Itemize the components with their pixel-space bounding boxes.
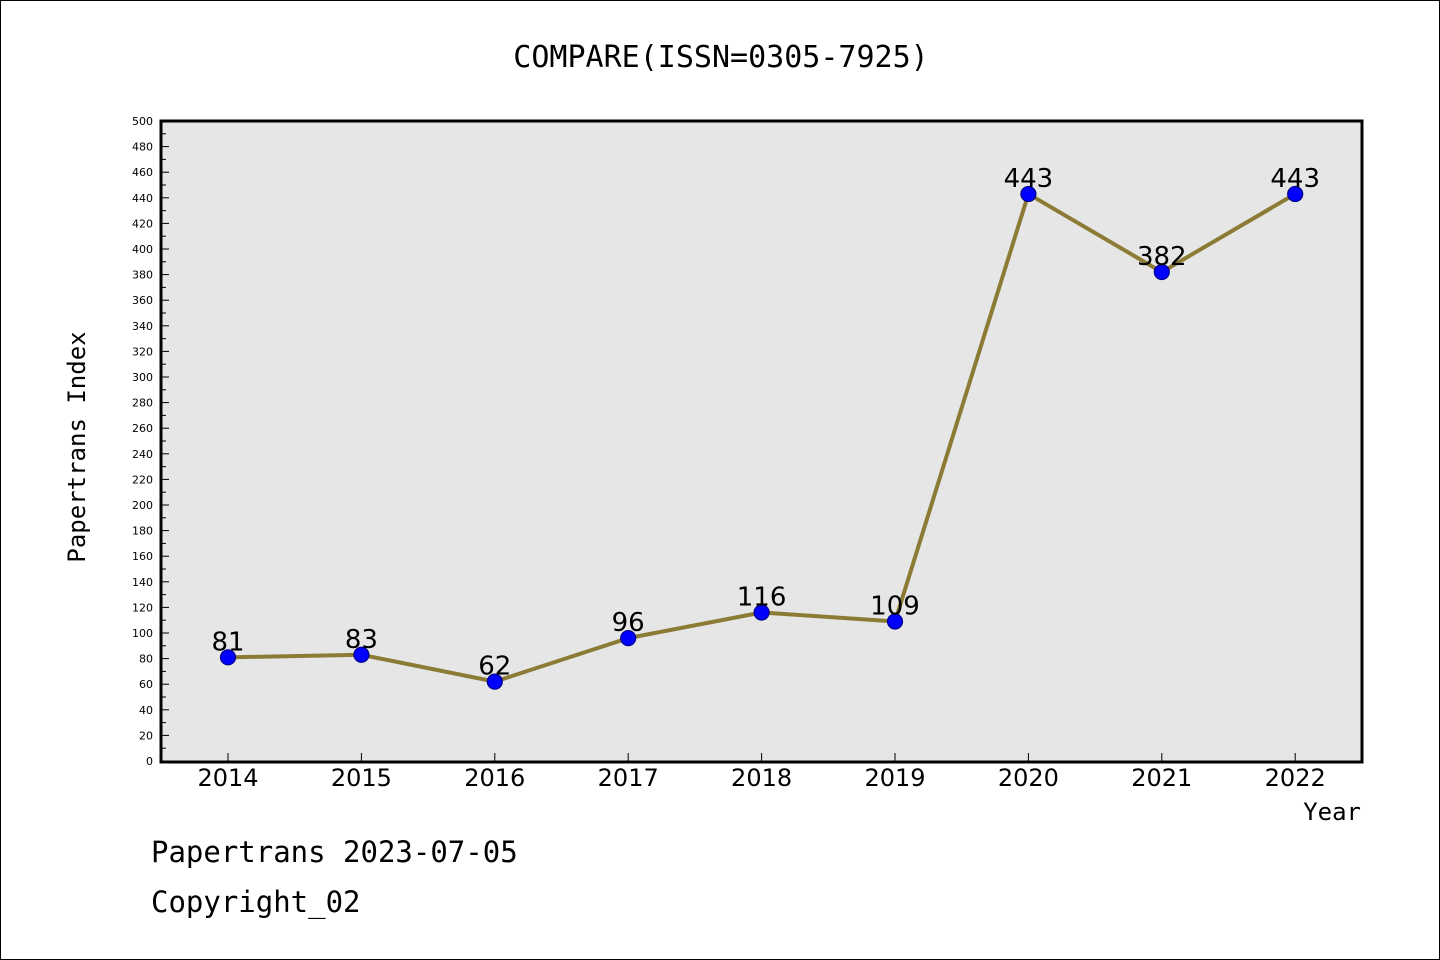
x-tick-label: 2018	[731, 764, 792, 792]
y-tick-label: 260	[132, 422, 153, 435]
y-tick-label: 320	[132, 345, 153, 358]
plot-area	[159, 119, 1364, 764]
data-point	[1153, 263, 1170, 281]
data-series	[219, 185, 1304, 690]
y-tick-label: 440	[132, 192, 153, 205]
x-tick-label: 2016	[464, 764, 525, 792]
data-point	[753, 604, 770, 621]
data-point	[353, 646, 370, 663]
y-tick-label: 360	[132, 294, 153, 307]
x-tick-label: 2021	[1131, 764, 1192, 792]
y-tick-label: 220	[132, 473, 153, 486]
y-tick-label: 0	[146, 755, 153, 768]
y-tick-label: 400	[132, 243, 153, 256]
x-axis: 2014 2015 2016 2017 2018 2019 2020 2021 2022	[197, 753, 1326, 792]
y-tick-label: 20	[139, 729, 153, 742]
y-tick-label: 500	[132, 115, 153, 128]
y-tick-label: 420	[132, 217, 153, 230]
chart-title: COMPARE(ISSN=0305-7925)	[513, 40, 928, 75]
y-tick-label: 80	[139, 653, 153, 666]
y-tick-label: 180	[132, 525, 153, 538]
data-point	[1020, 185, 1037, 203]
data-label: 443	[1004, 164, 1054, 194]
data-label: 81	[211, 627, 244, 657]
x-tick-label: 2019	[864, 764, 925, 792]
y-axis-title: Papertrans Index	[63, 331, 91, 562]
y-axis: 0 20 40 60 80 100 120 140 160 180 200 220 240 260 280 3…	[132, 115, 169, 768]
data-point	[486, 673, 503, 690]
y-tick-label: 100	[132, 627, 153, 640]
x-tick-label: 2020	[998, 764, 1059, 792]
data-label: 382	[1137, 242, 1187, 272]
data-label: 83	[345, 625, 378, 655]
y-tick-label: 200	[132, 499, 153, 512]
y-tick-label: 240	[132, 448, 153, 461]
y-tick-label: 340	[132, 320, 153, 333]
data-point	[886, 613, 904, 630]
x-tick-label: 2014	[197, 764, 258, 792]
data-label: 443	[1270, 164, 1320, 194]
data-label: 109	[870, 591, 920, 621]
data-label: 62	[478, 652, 511, 682]
y-tick-label: 120	[132, 601, 153, 614]
footer-copyright: Copyright_02	[151, 885, 361, 919]
y-tick-label: 40	[139, 704, 153, 717]
y-tick-label: 280	[132, 397, 153, 410]
data-point	[620, 630, 637, 647]
x-axis-title: Year	[1303, 798, 1361, 826]
data-labels: 81 83 62 96 116 109 443 382 443	[211, 164, 1320, 682]
data-label: 96	[612, 608, 645, 638]
x-tick-label: 2022	[1265, 764, 1326, 792]
data-point	[219, 649, 237, 666]
y-tick-label: 140	[132, 576, 153, 589]
y-tick-label: 480	[132, 141, 153, 154]
data-point	[1287, 185, 1304, 203]
x-tick-label: 2015	[331, 764, 392, 792]
y-tick-label: 160	[132, 550, 153, 563]
y-tick-label: 380	[132, 269, 153, 282]
data-label: 116	[737, 583, 787, 613]
footer-date: Papertrans 2023-07-05	[151, 835, 518, 869]
y-tick-label: 60	[139, 678, 153, 691]
y-tick-label: 300	[132, 371, 153, 384]
y-tick-label: 460	[132, 166, 153, 179]
x-tick-label: 2017	[598, 764, 659, 792]
